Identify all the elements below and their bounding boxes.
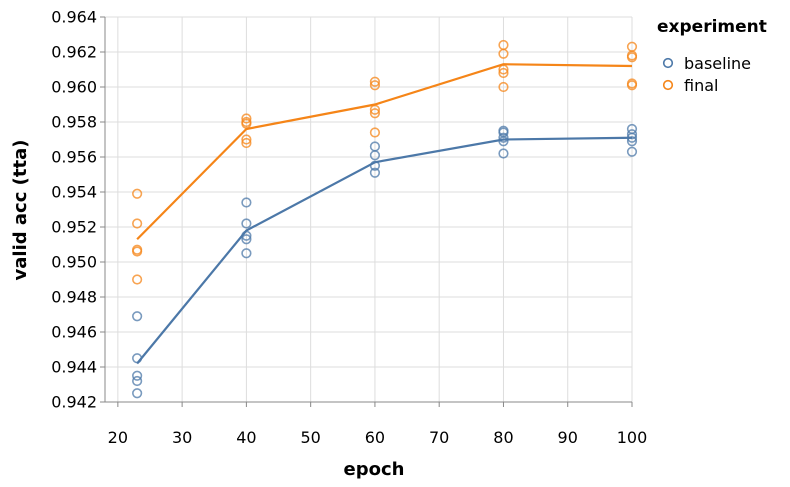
point-baseline: [132, 353, 143, 364]
point-final: [241, 137, 252, 149]
point-baseline: [241, 218, 252, 229]
point-final: [241, 113, 252, 124]
y-tick-label: 0.956: [51, 148, 97, 167]
y-tick-label: 0.948: [51, 288, 97, 307]
point-final: [369, 104, 381, 115]
point-baseline: [369, 167, 381, 178]
point-final: [626, 41, 638, 52]
point-baseline: [626, 136, 638, 147]
point-final: [498, 39, 509, 51]
point-baseline: [241, 234, 252, 245]
point-final: [369, 108, 381, 119]
point-baseline: [626, 123, 638, 135]
y-tick-label: 0.962: [51, 43, 97, 62]
x-tick-label: 30: [172, 428, 192, 447]
legend-label-baseline: baseline: [684, 54, 751, 73]
x-tick-label: 80: [493, 428, 513, 447]
x-tick-label: 70: [429, 428, 449, 447]
point-final: [498, 67, 509, 79]
point-baseline: [132, 311, 143, 322]
point-final: [369, 76, 381, 87]
point-final: [132, 218, 143, 229]
legend-label-final: final: [684, 76, 718, 95]
point-baseline: [241, 230, 252, 241]
point-final: [369, 80, 381, 91]
legend-swatch-final: [662, 79, 674, 91]
line-baseline: [136, 136, 633, 365]
y-axis-title: valid acc (tta): [10, 140, 31, 281]
y-tick-label: 0.964: [51, 8, 97, 27]
x-axis-title: epoch: [344, 459, 405, 480]
point-baseline: [498, 148, 509, 159]
point-final: [241, 134, 252, 145]
point-final: [241, 116, 252, 128]
point-final: [498, 64, 509, 75]
x-tick-label: 40: [236, 428, 256, 447]
x-tick-label: 50: [300, 428, 320, 447]
x-tick-label: 20: [108, 428, 128, 447]
x-tick-label: 60: [365, 428, 385, 447]
point-baseline: [626, 146, 638, 157]
axes: 0.942 0.944 0.946 0.948 0.950 0.952 0.954 0.956…: [51, 8, 647, 448]
point-final: [132, 274, 143, 285]
point-baseline: [498, 132, 509, 143]
y-tick-label: 0.958: [51, 113, 97, 132]
y-tick-label: 0.960: [51, 78, 97, 97]
y-tick-label: 0.950: [51, 253, 97, 272]
point-baseline: [626, 129, 638, 140]
point-baseline: [369, 141, 381, 152]
x-tick-label: 100: [617, 428, 648, 447]
line-final: [136, 63, 633, 241]
point-final: [369, 127, 381, 138]
x-tick-label: 90: [558, 428, 578, 447]
y-tick-label: 0.952: [51, 218, 97, 237]
point-baseline: [132, 375, 143, 387]
point-baseline: [369, 160, 381, 171]
point-final: [132, 244, 143, 255]
y-tick-label: 0.946: [51, 323, 97, 342]
point-baseline: [132, 388, 143, 399]
legend-title: experiment: [657, 17, 767, 37]
legend-swatch-baseline: [662, 57, 674, 69]
gridlines: [105, 16, 633, 403]
point-baseline: [498, 125, 509, 136]
mean-lines: [136, 63, 633, 365]
y-tick-label: 0.954: [51, 183, 97, 202]
point-baseline: [132, 370, 143, 381]
y-tick-label: 0.942: [51, 393, 97, 412]
point-final: [626, 78, 638, 89]
legend: experiment baseline final: [657, 17, 767, 95]
point-baseline: [241, 197, 252, 208]
point-final: [498, 81, 509, 93]
point-final: [132, 188, 143, 199]
data-points: [132, 39, 638, 399]
y-tick-label: 0.944: [51, 358, 97, 377]
point-baseline: [241, 248, 252, 259]
